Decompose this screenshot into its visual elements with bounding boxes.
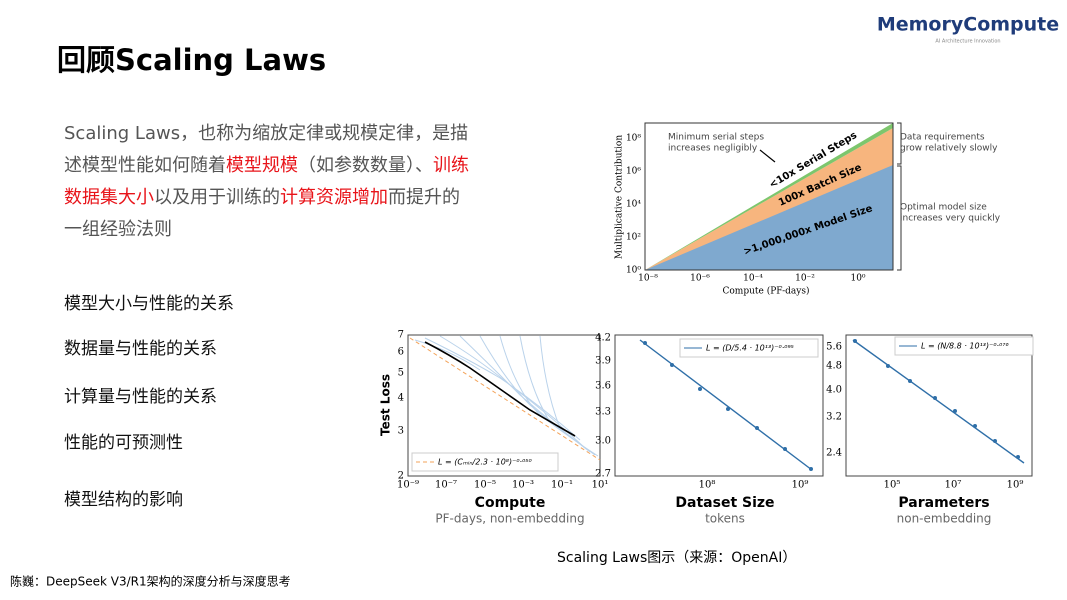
intro-segment: 训练数据集大小 (64, 155, 469, 208)
y-axis-label: Test Loss (379, 374, 393, 436)
x-tick-label: 10⁰ (850, 274, 865, 284)
x-tick-label: 10⁸ (699, 480, 716, 491)
panel1-curves (414, 335, 599, 457)
y-axis-label: Multiplicative Contribution (615, 135, 625, 259)
note: increases very quickly (900, 214, 1001, 224)
legend-box (679, 338, 819, 358)
topic: 数据量与性能的关系 (64, 339, 217, 359)
y-tick-label: 4.8 (826, 361, 842, 372)
intro-segment: 而提升的一组经验法则 (64, 187, 460, 240)
note: increases negligibly (668, 144, 758, 154)
x-tick-label: 10⁻⁷ (435, 480, 457, 491)
panel3-line (852, 339, 1025, 464)
y-tick-label: 10⁶ (626, 167, 641, 177)
topic: 计算量与性能的关系 (64, 387, 217, 407)
x-tick-label: 10¹ (592, 480, 609, 491)
x-axis-sublabel: PF-days, non-embedding (435, 512, 584, 526)
y-tick-label: 3 (398, 426, 404, 437)
y-tick-label: 3.2 (826, 412, 842, 423)
x-tick-label: 10⁷ (945, 480, 962, 491)
intro-segment: Scaling Laws，也称为缩放定律或规模定律，是描述模型性能如何随着 (64, 123, 469, 176)
y-tick-label: 4 (398, 393, 404, 404)
note: Minimum serial steps (668, 133, 764, 143)
x-tick-label: 10⁻⁴ (743, 274, 763, 284)
x-axis-label: Dataset Size (675, 495, 774, 511)
plot-frame (644, 122, 894, 271)
panel1-frontier (424, 341, 576, 437)
y-tick-label: 10⁰ (626, 266, 641, 276)
note: Data requirements (900, 133, 985, 143)
arrow (759, 149, 776, 163)
x-axis-label: Compute (475, 495, 546, 511)
intro-segment: 以及用于训练的 (154, 187, 280, 208)
y-tick-label: 3.0 (595, 436, 611, 447)
note: grow relatively slowly (900, 144, 998, 154)
y-tick-label: 2.4 (826, 448, 842, 459)
logo: MemoryCompute (877, 14, 1059, 36)
y-tick-label: 4.2 (595, 333, 611, 344)
y-tick-label: 7 (398, 330, 404, 341)
y-tick-label: 10² (626, 233, 641, 243)
topic: 性能的可预测性 (64, 433, 183, 453)
y-tick-label: 4.0 (826, 385, 842, 396)
logo-tagline: AI Architecture Innovation (935, 39, 1000, 45)
y-tick-label: 3.6 (595, 381, 611, 392)
x-tick-label: 10⁻³ (512, 480, 534, 491)
y-tick-label: 3.9 (595, 356, 611, 367)
x-tick-label: 10⁻⁵ (474, 480, 496, 491)
x-tick-label: 10⁻⁹ (397, 480, 419, 491)
intro-segment: （如参数数量）、 (298, 155, 433, 176)
serial-area (645, 123, 893, 270)
x-tick-label: 10⁻⁸ (638, 274, 658, 284)
intro: Scaling Laws，也称为缩放定律或规模定律，是描述模型性能如何随着模型规… (64, 118, 476, 246)
y-tick-label: 5 (398, 368, 404, 379)
x-tick-label: 10⁹ (792, 480, 809, 491)
caption: Scaling Laws图示（来源：OpenAI） (557, 550, 796, 566)
intro-segment: 模型规模 (226, 155, 298, 176)
bracket (897, 122, 902, 271)
x-tick-label: 10⁻² (795, 274, 815, 284)
footer: 陈巍：DeepSeek V3/R1架构的深度分析与深度思考 (10, 574, 291, 589)
y-tick-label: 2 (398, 471, 404, 482)
model-area (645, 165, 893, 270)
topic: 模型大小与性能的关系 (64, 294, 234, 314)
legend-text: L = (N/8.8 · 10¹³)⁻⁰·⁰⁷⁶ (921, 342, 1010, 351)
y-tick-label: 10⁴ (626, 200, 641, 210)
y-tick-label: 3.3 (595, 407, 611, 418)
y-tick-label: 10⁸ (626, 134, 641, 144)
x-axis-sublabel: tokens (705, 512, 745, 526)
intro-segment: 计算资源增加 (280, 187, 388, 208)
panel1-fit (409, 337, 601, 461)
x-tick-label: 10⁻⁶ (690, 274, 710, 284)
legend-text: L = (Cₘᵢₙ/2.3 · 10⁸)⁻⁰·⁰⁵⁰ (438, 458, 533, 467)
top-figure (644, 122, 902, 271)
legend-box (411, 452, 559, 472)
y-tick-label: 2.7 (595, 469, 611, 480)
topic: 模型结构的影响 (64, 490, 183, 510)
x-tick-label: 10⁹ (1007, 480, 1024, 491)
panel-frames (407, 334, 1033, 477)
note: Optimal model size (900, 203, 987, 213)
slide-title: 回顾Scaling Laws (57, 43, 326, 77)
x-axis-label: Parameters (898, 495, 989, 511)
legend-box (894, 336, 1034, 356)
legend-text: L = (D/5.4 · 10¹³)⁻⁰·⁰⁹⁵ (706, 344, 794, 353)
y-tick-label: 6 (398, 347, 404, 358)
points (643, 339, 1020, 471)
x-tick-label: 10⁵ (884, 480, 901, 491)
x-axis-sublabel: non-embedding (897, 512, 992, 526)
y-tick-label: 5.6 (826, 342, 842, 353)
x-axis-label: Compute (PF-days) (723, 286, 810, 297)
x-tick-label: 10⁻¹ (551, 480, 573, 491)
